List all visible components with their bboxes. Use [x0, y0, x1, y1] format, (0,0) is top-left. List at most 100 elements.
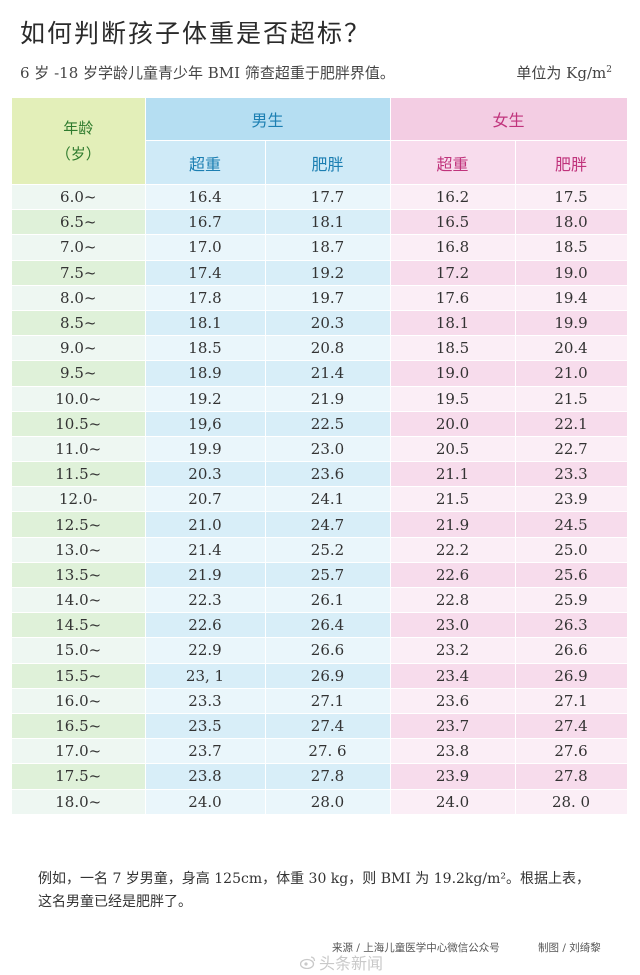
female-obese-cell: 27.6 [515, 738, 628, 765]
table-row: 13.5~ 21.9 25.7 22.6 25.6 [12, 562, 628, 589]
table-row: 6.0~ 16.4 17.7 16.2 17.5 [12, 184, 628, 211]
male-overweight-cell: 23.3 [145, 688, 266, 714]
table-row: 10.5~ 19,6 22.5 20.0 22.1 [12, 411, 628, 437]
table-row: 18.0~ 24.0 28.0 24.0 28. 0 [12, 789, 628, 815]
female-overweight-cell: 24.0 [390, 789, 516, 815]
male-overweight-cell: 23, 1 [145, 663, 266, 689]
age-cell: 13.5~ [12, 562, 146, 589]
female-obese-cell: 23.3 [515, 461, 628, 488]
male-obese-cell: 17.7 [265, 184, 391, 211]
male-overweight-cell: 19.9 [145, 436, 266, 463]
male-obese-cell: 20.3 [265, 310, 391, 337]
page-title: 如何判断孩子体重是否超标？ [20, 19, 372, 48]
female-overweight-cell: 18.5 [390, 335, 516, 362]
age-cell: 11.0~ [12, 436, 146, 463]
female-obese-cell: 22.7 [515, 436, 628, 463]
male-obese-cell: 27.8 [265, 763, 391, 790]
age-column-header: 年龄 （岁） [12, 98, 146, 185]
female-obese-cell: 26.6 [515, 637, 628, 664]
bmi-table: 年龄 （岁） 男生 女生 超重 肥胖 超重 肥胖 6.0~ 16.4 17.7 16.… [12, 98, 628, 815]
male-overweight-cell: 21.0 [145, 511, 266, 538]
age-cell: 15.5~ [12, 663, 146, 689]
female-group-header: 女生 [390, 98, 628, 141]
male-obese-cell: 24.7 [265, 511, 391, 538]
male-overweight-cell: 18.5 [145, 335, 266, 362]
male-overweight-cell: 24.0 [145, 789, 266, 815]
female-overweight-cell: 21.5 [390, 486, 516, 513]
female-overweight-cell: 18.1 [390, 310, 516, 337]
female-obese-cell: 18.0 [515, 209, 628, 236]
table-row: 7.5~ 17.4 19.2 17.2 19.0 [12, 260, 628, 286]
male-overweight-cell: 23.8 [145, 763, 266, 790]
female-overweight-cell: 19.5 [390, 386, 516, 412]
table-row: 17.0~ 23.7 27. 6 23.8 27.6 [12, 738, 628, 765]
age-cell: 9.5~ [12, 360, 146, 387]
female-overweight-cell: 16.8 [390, 234, 516, 261]
female-obese-cell: 27.8 [515, 763, 628, 790]
table-row: 16.5~ 23.5 27.4 23.7 27.4 [12, 713, 628, 740]
female-overweight-cell: 20.0 [390, 411, 516, 437]
table-row: 15.0~ 22.9 26.6 23.2 26.6 [12, 637, 628, 664]
male-obese-cell: 27.4 [265, 713, 391, 740]
male-obese-cell: 19.7 [265, 285, 391, 311]
example-line-2: 这名男童已经是肥胖了。 [38, 894, 192, 910]
age-cell: 18.0~ [12, 789, 146, 815]
male-obese-cell: 27. 6 [265, 738, 391, 765]
female-obese-cell: 25.6 [515, 562, 628, 589]
source-credit: 来源 / 上海儿童医学中心微信公众号 [332, 942, 500, 954]
female-overweight-cell: 17.6 [390, 285, 516, 311]
female-overweight-cell: 23.8 [390, 738, 516, 765]
female-overweight-cell: 23.0 [390, 612, 516, 639]
table-row: 15.5~ 23, 1 26.9 23.4 26.9 [12, 663, 628, 689]
age-cell: 12.5~ [12, 511, 146, 538]
age-cell: 14.5~ [12, 612, 146, 639]
female-obese-cell: 18.5 [515, 234, 628, 261]
age-cell: 8.0~ [12, 285, 146, 311]
female-obese-cell: 23.9 [515, 486, 628, 513]
female-overweight-header: 超重 [390, 140, 516, 185]
male-obese-cell: 26.4 [265, 612, 391, 639]
male-obese-cell: 22.5 [265, 411, 391, 437]
male-overweight-cell: 21.4 [145, 537, 266, 563]
male-overweight-cell: 23.7 [145, 738, 266, 765]
male-overweight-header: 超重 [145, 140, 266, 185]
female-obese-cell: 19.9 [515, 310, 628, 337]
male-obese-cell: 27.1 [265, 688, 391, 714]
female-overweight-cell: 21.1 [390, 461, 516, 488]
male-overweight-cell: 19.2 [145, 386, 266, 412]
female-obese-cell: 25.0 [515, 537, 628, 563]
watermark-text: 头条新闻 [319, 954, 384, 973]
male-obese-cell: 26.6 [265, 637, 391, 664]
table-row: 8.5~ 18.1 20.3 18.1 19.9 [12, 310, 628, 337]
male-obese-cell: 25.7 [265, 562, 391, 589]
female-obese-cell: 26.3 [515, 612, 628, 639]
female-obese-cell: 22.1 [515, 411, 628, 437]
male-obese-cell: 24.1 [265, 486, 391, 513]
male-obese-cell: 26.1 [265, 587, 391, 614]
age-cell: 14.0~ [12, 587, 146, 614]
table-row: 14.0~ 22.3 26.1 22.8 25.9 [12, 587, 628, 614]
male-obese-header: 肥胖 [265, 140, 391, 185]
male-obese-cell: 18.7 [265, 234, 391, 261]
table-row: 17.5~ 23.8 27.8 23.9 27.8 [12, 763, 628, 790]
male-overweight-cell: 17.8 [145, 285, 266, 311]
age-cell: 10.0~ [12, 386, 146, 412]
table-row: 6.5~ 16.7 18.1 16.5 18.0 [12, 209, 628, 236]
male-overweight-cell: 20.7 [145, 486, 266, 513]
female-obese-cell: 21.0 [515, 360, 628, 387]
female-overweight-cell: 23.2 [390, 637, 516, 664]
male-obese-cell: 28.0 [265, 789, 391, 815]
age-cell: 7.5~ [12, 260, 146, 286]
table-row: 11.0~ 19.9 23.0 20.5 22.7 [12, 436, 628, 463]
female-obese-cell: 17.5 [515, 184, 628, 211]
male-overweight-cell: 19,6 [145, 411, 266, 437]
age-cell: 6.0~ [12, 184, 146, 211]
female-obese-cell: 25.9 [515, 587, 628, 614]
female-overweight-cell: 23.6 [390, 688, 516, 714]
table-row: 13.0~ 21.4 25.2 22.2 25.0 [12, 537, 628, 563]
table-row: 7.0~ 17.0 18.7 16.8 18.5 [12, 234, 628, 261]
male-obese-cell: 26.9 [265, 663, 391, 689]
table-row: 14.5~ 22.6 26.4 23.0 26.3 [12, 612, 628, 639]
unit-label: 单位为 Kg/m2 [516, 62, 612, 83]
age-cell: 8.5~ [12, 310, 146, 337]
